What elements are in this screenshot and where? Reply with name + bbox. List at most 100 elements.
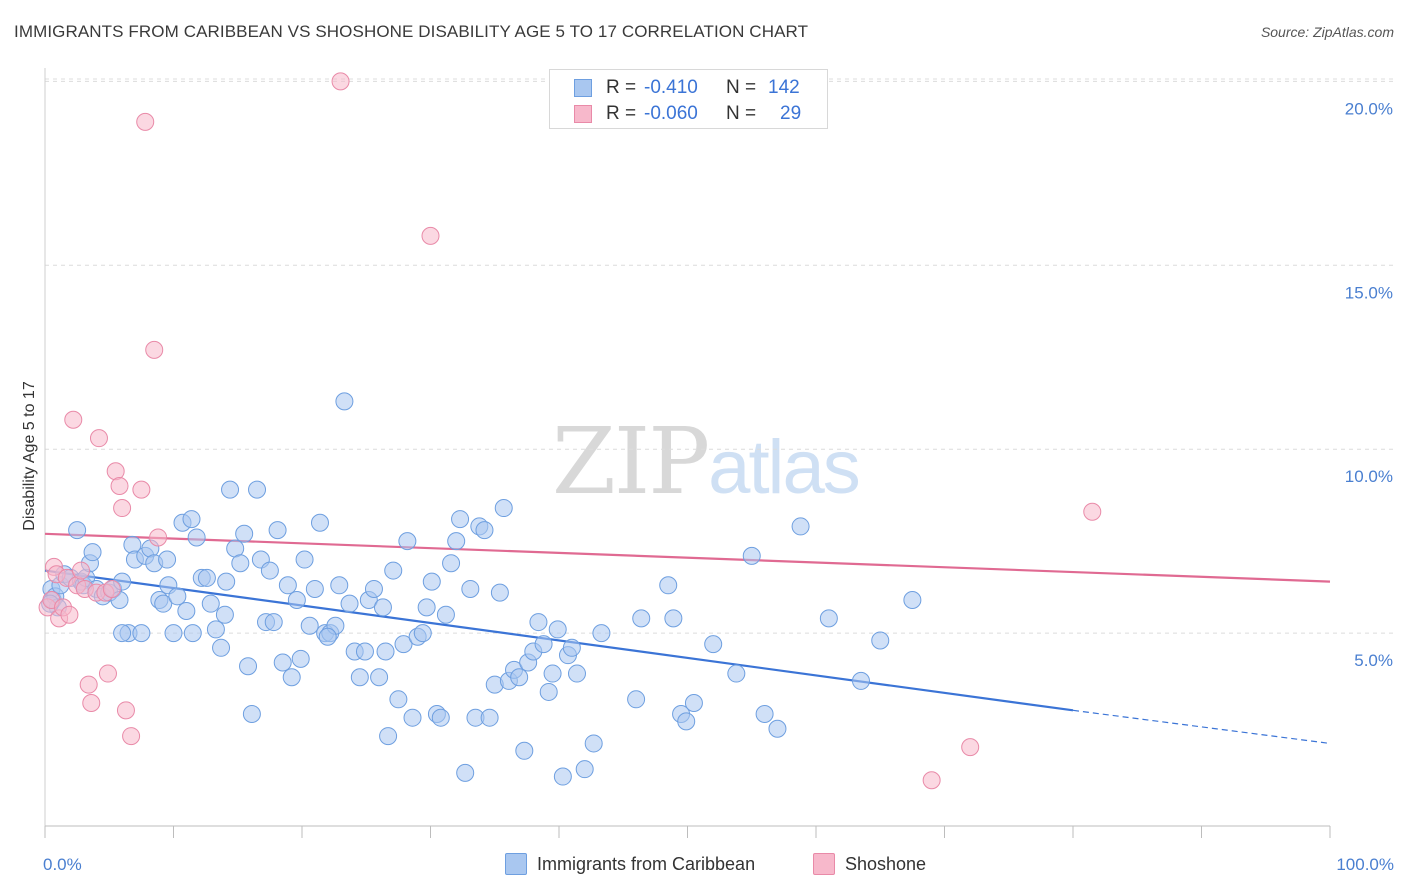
legend-swatch-caribbean [574, 79, 592, 97]
point-caribbean [187, 528, 206, 547]
point-caribbean [373, 598, 392, 617]
point-shoshone [149, 528, 168, 547]
point-caribbean [553, 767, 572, 786]
point-caribbean [677, 712, 696, 731]
point-caribbean [248, 480, 267, 499]
legend-row-caribbean: R = -0.410 N = 142 [574, 76, 800, 100]
point-caribbean [164, 624, 183, 643]
point-caribbean [376, 642, 395, 661]
trend-line-caribbean [44, 569, 1074, 712]
point-caribbean [268, 521, 287, 540]
point-caribbean [494, 499, 513, 518]
point-caribbean [278, 576, 297, 595]
point-caribbean [403, 708, 422, 727]
legend-n-value: 29 [780, 103, 802, 124]
point-caribbean [791, 517, 810, 536]
point-caribbean [183, 624, 202, 643]
bottom-legend-label-caribbean: Immigrants from Caribbean [537, 853, 756, 874]
trend-line-shoshone [44, 532, 1331, 583]
legend-r-value: -0.410 [644, 77, 698, 98]
point-caribbean [684, 693, 703, 712]
point-caribbean [627, 690, 646, 709]
point-shoshone [961, 738, 980, 757]
point-caribbean [168, 587, 187, 606]
point-caribbean [575, 760, 594, 779]
point-caribbean [659, 576, 678, 595]
x-tick-label: 0.0% [43, 855, 82, 874]
point-caribbean [548, 620, 567, 639]
point-caribbean [300, 616, 319, 635]
point-caribbean [370, 668, 389, 687]
point-caribbean [235, 524, 254, 543]
point-caribbean [755, 705, 774, 724]
point-caribbean [113, 624, 132, 643]
point-caribbean [154, 594, 173, 613]
point-caribbean [206, 620, 225, 639]
point-caribbean [273, 653, 292, 672]
legend-n-label: N = [726, 103, 757, 124]
point-shoshone [98, 664, 117, 683]
point-caribbean [264, 613, 283, 632]
point-caribbean [177, 602, 196, 621]
point-caribbean [355, 642, 374, 661]
point-caribbean [417, 598, 436, 617]
point-caribbean [664, 609, 683, 628]
legend-swatch-shoshone [574, 105, 592, 123]
point-caribbean [480, 708, 499, 727]
point-caribbean [132, 624, 151, 643]
point-caribbean [330, 576, 349, 595]
point-caribbean [413, 624, 432, 643]
axes [44, 68, 1331, 838]
point-caribbean [632, 609, 651, 628]
y-tick-label: 10.0% [1345, 467, 1393, 486]
point-caribbean [83, 543, 102, 562]
point-caribbean [182, 510, 201, 529]
point-caribbean [394, 635, 413, 654]
point-caribbean [389, 690, 408, 709]
point-caribbean [350, 668, 369, 687]
y-axis-label: Disability Age 5 to 17 [21, 381, 38, 531]
point-caribbean [510, 668, 529, 687]
point-caribbean [305, 579, 324, 598]
point-caribbean [158, 550, 177, 569]
point-caribbean [436, 605, 455, 624]
point-shoshone [79, 675, 98, 694]
point-caribbean [456, 763, 475, 782]
point-shoshone [136, 112, 155, 131]
point-caribbean [335, 392, 354, 411]
point-shoshone [421, 226, 440, 245]
x-tick-label: 100.0% [1336, 855, 1394, 874]
point-caribbean [318, 627, 337, 646]
point-caribbean [398, 532, 417, 551]
chart-title: IMMIGRANTS FROM CARIBBEAN VS SHOSHONE DI… [14, 22, 809, 41]
legend-r-value: -0.060 [644, 103, 698, 124]
point-caribbean [447, 532, 466, 551]
point-caribbean [364, 579, 383, 598]
point-shoshone [113, 499, 132, 518]
point-caribbean [543, 664, 562, 683]
point-caribbean [539, 682, 558, 701]
point-shoshone [106, 462, 125, 481]
point-shoshone [82, 693, 101, 712]
data-points [38, 72, 1102, 790]
point-caribbean [851, 671, 870, 690]
legend-row-shoshone: R = -0.060 N = 29 [574, 102, 801, 126]
point-caribbean [515, 741, 534, 760]
legend-r-label: R = [606, 103, 637, 124]
y-tick-label: 5.0% [1354, 651, 1393, 670]
point-shoshone [122, 727, 141, 746]
point-caribbean [197, 568, 216, 587]
point-caribbean [727, 664, 746, 683]
bottom-legend-caribbean: Immigrants from Caribbean [505, 852, 755, 876]
point-caribbean [819, 609, 838, 628]
point-shoshone [110, 476, 129, 495]
bottom-legend-swatch-caribbean [505, 853, 527, 875]
point-caribbean [461, 579, 480, 598]
point-caribbean [212, 638, 231, 657]
legend-n-label: N = [726, 77, 757, 98]
point-caribbean [379, 727, 398, 746]
y-tick-label: 15.0% [1345, 283, 1393, 302]
point-caribbean [340, 594, 359, 613]
point-caribbean [242, 705, 261, 724]
